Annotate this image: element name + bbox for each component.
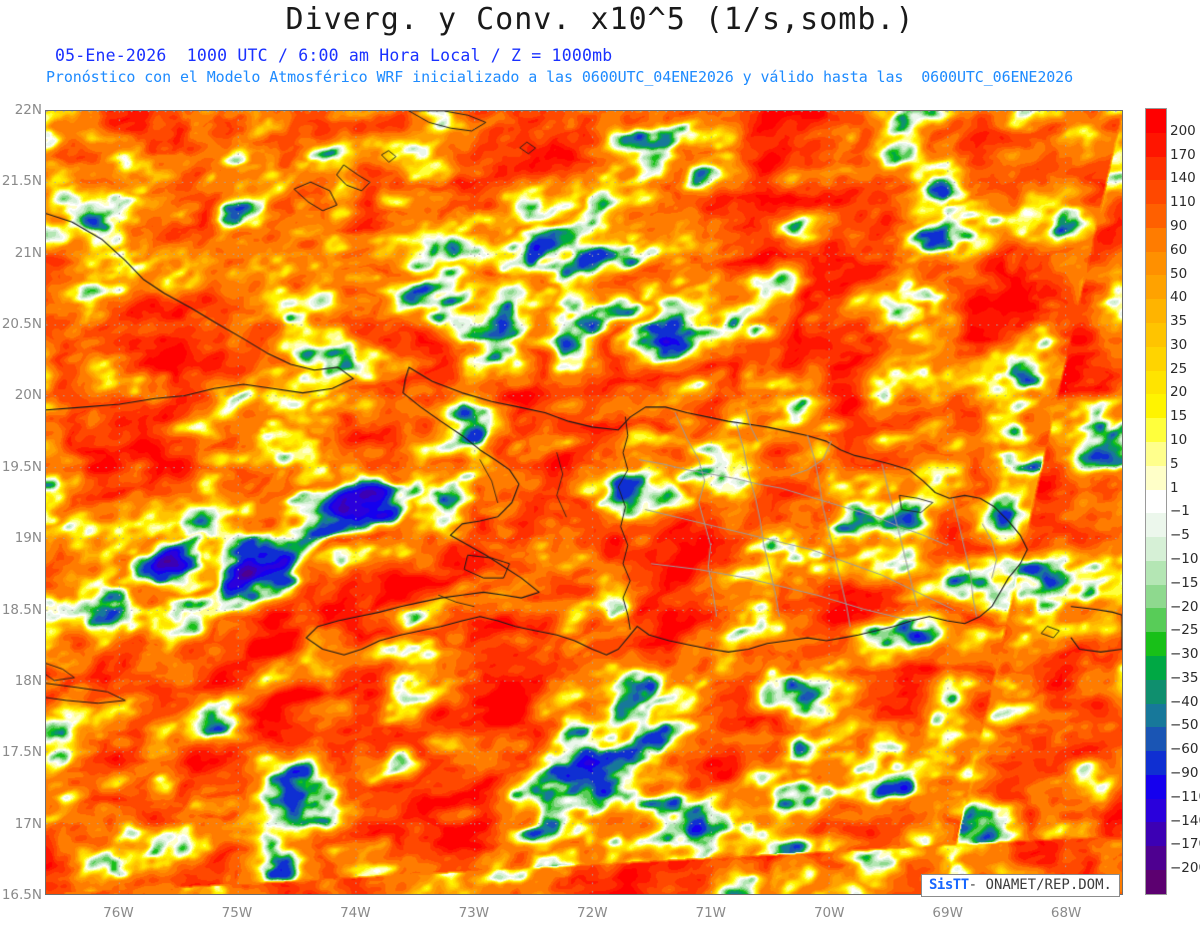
colorbar-band xyxy=(1146,227,1166,252)
colorbar-level-label: 20 xyxy=(1170,384,1188,401)
colorbar-band xyxy=(1146,679,1166,704)
colorbar-level-label: 10 xyxy=(1170,432,1188,449)
colorbar-band xyxy=(1146,537,1166,561)
colorbar-tick-labels: 200 170 140 110 90 60 50 40 35 30 25 20 15 10 5 1 −1 −5 −1… xyxy=(1170,108,1200,895)
colorbar-level-label: −90 xyxy=(1170,765,1199,782)
credit-organization: ONAMET/REP.DOM. xyxy=(985,877,1112,893)
page-title: Diverg. y Conv. x10^5 (1/s,somb.) xyxy=(285,2,915,37)
colorbar-level-label: −50 xyxy=(1170,717,1199,734)
colorbar-level-label: 50 xyxy=(1170,265,1188,282)
colorbar-level-label: 140 xyxy=(1170,170,1196,187)
colorbar-level-label: −170 xyxy=(1170,836,1200,853)
colorbar-level-label: 170 xyxy=(1170,146,1196,163)
attribution-badge: SisTT- ONAMET/REP.DOM. xyxy=(921,874,1120,898)
colorbar-band xyxy=(1146,299,1166,324)
colorbar-band xyxy=(1146,632,1166,656)
colorbar-level-label: −5 xyxy=(1170,527,1190,544)
lat-tick-label: 16.5N xyxy=(1,887,42,903)
colorbar-level-label: 35 xyxy=(1170,313,1188,330)
lat-tick-label: 18.5N xyxy=(1,601,42,618)
colorbar-band xyxy=(1146,870,1166,894)
colorbar-band xyxy=(1146,560,1166,585)
colorbar-band xyxy=(1146,323,1166,347)
colorbar-level-label: −15 xyxy=(1170,574,1199,591)
colorbar-band xyxy=(1146,489,1166,514)
colorbar-band xyxy=(1146,774,1166,799)
colorbar-level-label: −30 xyxy=(1170,646,1199,663)
lon-tick-label: 69W xyxy=(932,905,963,921)
colorbar-level-label: −110 xyxy=(1170,788,1200,805)
colorbar-band xyxy=(1146,465,1166,490)
colorbar-band xyxy=(1146,441,1166,466)
lat-tick-label: 21N xyxy=(14,244,42,261)
colorbar-band xyxy=(1146,204,1166,228)
colorbar-level-label: −1 xyxy=(1170,503,1190,520)
colorbar-level-label: −60 xyxy=(1170,741,1199,758)
colorbar-band xyxy=(1146,394,1166,419)
colorbar-level-label: 110 xyxy=(1170,194,1196,211)
colorbar-level-label: −35 xyxy=(1170,669,1199,686)
colorbar-level-label: 30 xyxy=(1170,336,1188,353)
colorbar-band xyxy=(1146,346,1166,371)
forecast-datetime-line: 05-Ene-2026 1000 UTC / 6:00 am Hora Loca… xyxy=(55,46,613,65)
lat-tick-label: 17.5N xyxy=(1,744,42,761)
colorbar-band xyxy=(1146,584,1166,609)
colorbar-level-label: 40 xyxy=(1170,289,1188,306)
lon-tick-label: 68W xyxy=(1050,905,1082,921)
lon-tick-label: 75W xyxy=(221,905,253,921)
colorbar-band xyxy=(1146,846,1166,870)
colorbar-band xyxy=(1146,727,1166,752)
colorbar-band xyxy=(1146,132,1166,157)
colorbar-band xyxy=(1146,370,1166,395)
colorbar-band xyxy=(1146,655,1166,680)
colorbar-band xyxy=(1146,798,1166,823)
colorbar-band xyxy=(1146,156,1166,181)
lat-tick-label: 21.5N xyxy=(1,173,42,190)
colorbar-band xyxy=(1146,608,1166,633)
colorbar-level-label: 200 xyxy=(1170,122,1196,139)
colorbar-band xyxy=(1146,251,1166,276)
colorbar-level-label: 5 xyxy=(1170,455,1179,472)
coastlines-and-borders xyxy=(46,111,1122,894)
lon-tick-label: 76W xyxy=(103,905,134,921)
lat-tick-label: 19N xyxy=(14,530,42,547)
credit-separator: - xyxy=(968,877,978,893)
colorbar-band xyxy=(1146,180,1166,205)
model-description-line: Pronóstico con el Modelo Atmosférico WRF… xyxy=(46,68,1074,86)
lon-tick-label: 70W xyxy=(813,905,845,921)
lat-tick-label: 20.5N xyxy=(1,316,42,333)
colorbar-level-label: 1 xyxy=(1170,479,1179,496)
lat-tick-label: 19.5N xyxy=(1,458,42,475)
lat-tick-label: 22N xyxy=(14,102,42,118)
colorbar-band xyxy=(1146,513,1166,538)
colorbar-level-label: 15 xyxy=(1170,408,1188,425)
lat-tick-label: 18N xyxy=(14,672,42,689)
colorbar-level-label: 60 xyxy=(1170,241,1188,258)
colorbar-band xyxy=(1146,109,1166,133)
lon-tick-label: 72W xyxy=(577,905,608,921)
lon-tick-label: 74W xyxy=(340,905,371,921)
sistt-logo: SisTT xyxy=(929,877,969,893)
colorbar-band xyxy=(1146,275,1166,300)
colorbar-level-label: −40 xyxy=(1170,693,1199,710)
colorbar-band xyxy=(1146,822,1166,847)
colorbar-level-label: −200 xyxy=(1170,860,1200,877)
lat-tick-label: 17N xyxy=(14,815,42,832)
lon-tick-label: 73W xyxy=(458,905,490,921)
lat-tick-label: 20N xyxy=(14,387,42,404)
lon-tick-label: 71W xyxy=(695,905,727,921)
colorbar-band xyxy=(1146,751,1166,775)
map-plot-area xyxy=(45,110,1123,895)
colorbar-scale xyxy=(1145,108,1167,895)
colorbar-level-label: 90 xyxy=(1170,217,1188,234)
colorbar-level-label: −10 xyxy=(1170,550,1199,567)
colorbar-level-label: −140 xyxy=(1170,812,1200,829)
colorbar-level-label: −20 xyxy=(1170,598,1199,615)
colorbar-band xyxy=(1146,418,1166,442)
colorbar-band xyxy=(1146,703,1166,728)
colorbar-level-label: 25 xyxy=(1170,360,1188,377)
colorbar-level-label: −25 xyxy=(1170,622,1199,639)
